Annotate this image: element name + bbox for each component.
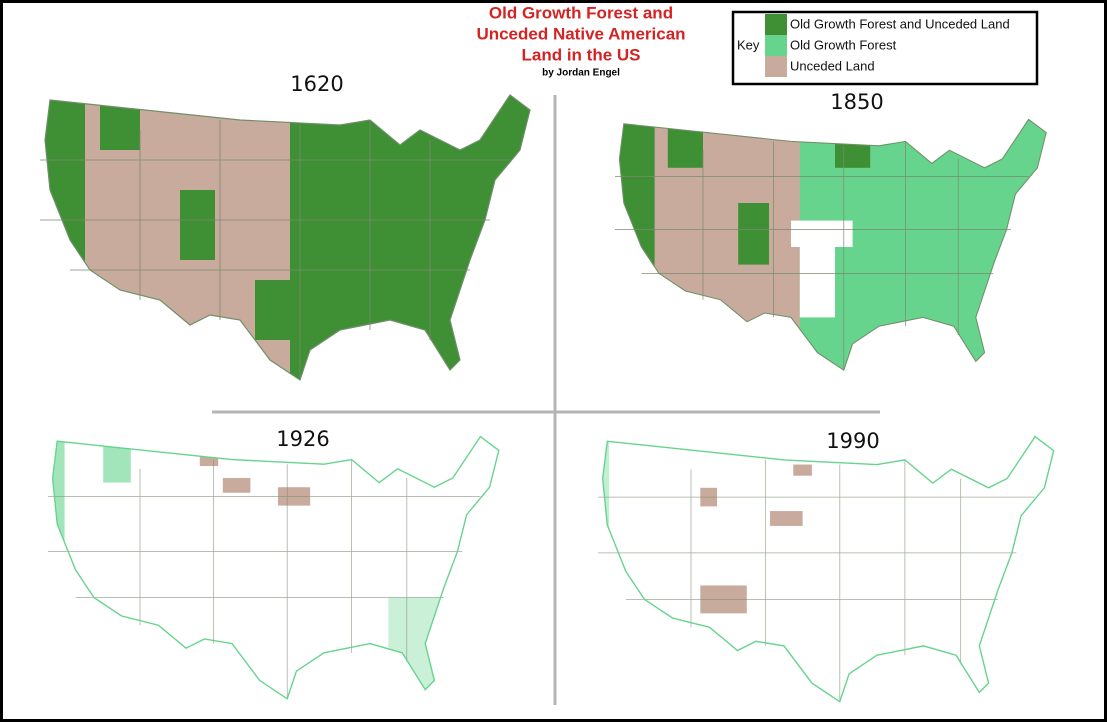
legend: Key Old Growth Forest and Unceded Land O…	[731, 10, 1039, 86]
legend-label: Key	[737, 37, 760, 52]
map-year: 1620	[290, 72, 343, 96]
legend-item: Unceded Land	[790, 58, 875, 73]
title: Land in the US	[522, 45, 641, 64]
map-year: 1990	[826, 429, 879, 453]
map-1850	[614, 118, 1047, 371]
byline: by Jordan Engel	[542, 68, 620, 79]
legend-item: Old Growth Forest	[790, 37, 897, 52]
map-1620	[39, 94, 531, 381]
title: Old Growth Forest and	[489, 3, 673, 22]
title: Unceded Native American	[476, 24, 685, 43]
legend-swatch	[765, 35, 787, 56]
legend-item: Old Growth Forest and Unceded Land	[790, 16, 1010, 31]
legend-swatch	[765, 14, 787, 35]
map-year: 1926	[276, 427, 329, 451]
map-year: 1850	[830, 90, 883, 114]
map-1990	[597, 435, 1055, 703]
map-1926	[47, 435, 500, 700]
legend-swatch	[765, 56, 787, 77]
